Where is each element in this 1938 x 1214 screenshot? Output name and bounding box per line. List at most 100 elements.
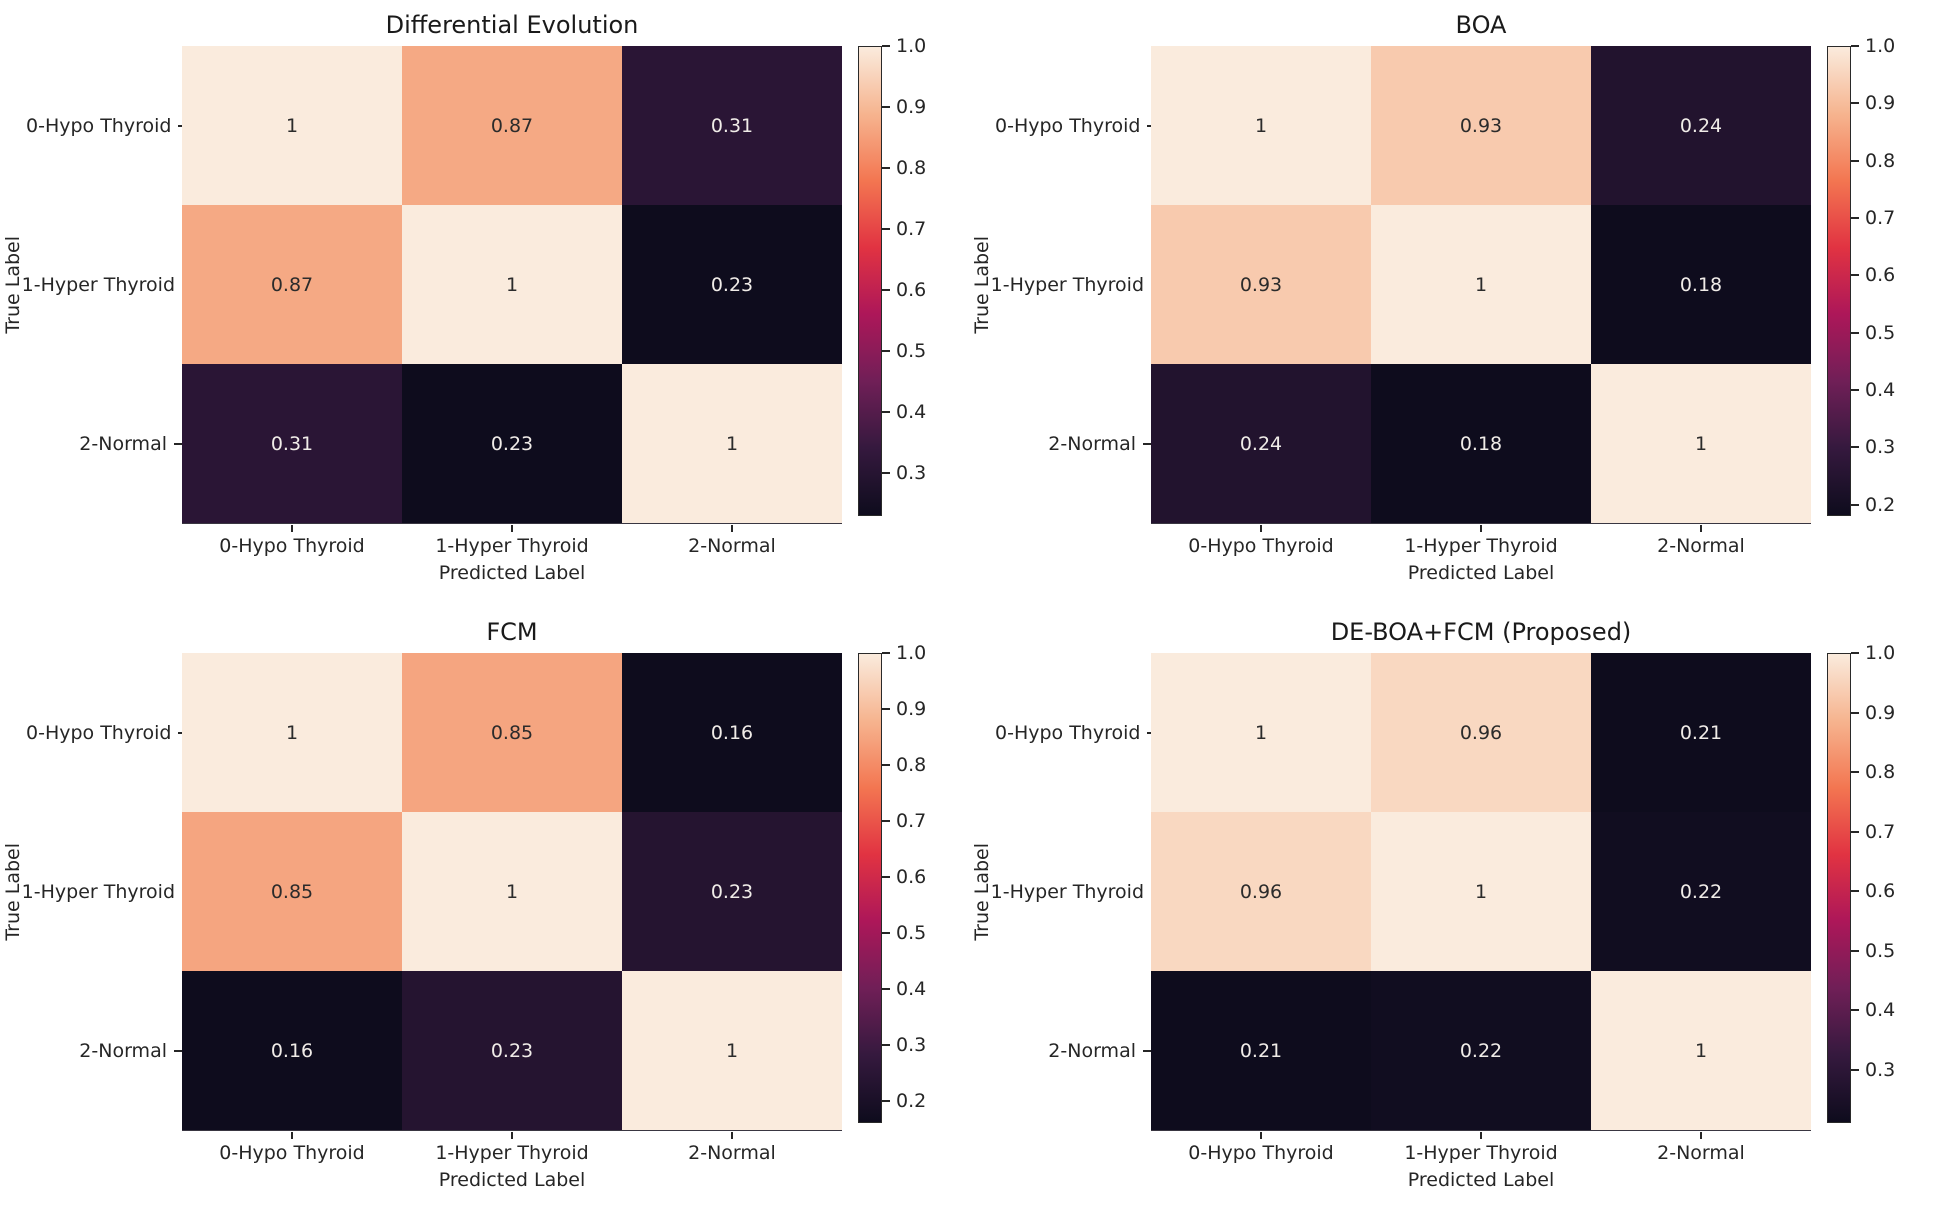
heatmap-cell: 1	[1591, 971, 1811, 1130]
colorbar-tick-mark	[1851, 771, 1859, 773]
y-tick-mark	[1147, 124, 1151, 127]
y-tick-labels: 0-Hypo Thyroid 1-Hyper Thyroid 2-Normal	[22, 653, 182, 1131]
y-tick-labels: 0-Hypo Thyroid 1-Hyper Thyroid 2-Normal	[991, 653, 1151, 1131]
heatmap-cell: 0.93	[1151, 205, 1371, 364]
colorbar-tick-label: 0.8	[1865, 149, 1896, 172]
colorbar-tick: 0.5	[1851, 940, 1895, 962]
x-tick-label: 2-Normal	[622, 524, 842, 562]
x-tick-label: 0-Hypo Thyroid	[182, 524, 402, 562]
colorbar-tick: 0.6	[1851, 264, 1895, 286]
colorbar-tick-label: 0.5	[1865, 939, 1896, 962]
y-axis-label-wrap: True Label	[0, 46, 26, 524]
y-tick-label-text: 1-Hyper Thyroid	[21, 880, 175, 903]
colorbar-ticks: 1.0 0.9 0.8 0.7 0.6 0.5 0.4 0.3 0.2	[882, 642, 952, 1123]
y-axis-label: True Label	[971, 843, 993, 941]
colorbar-tick-mark	[1851, 102, 1859, 105]
colorbar-tick-label: 1.0	[1865, 642, 1896, 664]
colorbar-tick: 0.4	[882, 401, 926, 423]
heatmap-cell: 0.16	[622, 653, 842, 812]
colorbar-tick-label: 0.5	[896, 340, 927, 363]
colorbar-tick-mark	[882, 931, 890, 934]
y-tick-label: 2-Normal	[995, 365, 1151, 524]
colorbar-tick-mark	[882, 708, 890, 710]
y-tick-label: 2-Normal	[26, 972, 182, 1131]
colorbar-tick-label: 0.9	[896, 698, 927, 720]
heatmap-grid: 1 0.96 0.21 0.96 1 0.22 0.21 0.22 1	[1151, 653, 1811, 1131]
colorbar-tick: 0.8	[1851, 761, 1895, 783]
x-tick-mark	[1480, 525, 1482, 532]
x-tick-label: 0-Hypo Thyroid	[182, 1131, 402, 1169]
colorbar-tick-label: 0.6	[1865, 880, 1896, 902]
colorbar-tick: 0.8	[882, 754, 926, 776]
heatmap-grid: 1 0.85 0.16 0.85 1 0.23 0.16 0.23 1	[182, 653, 842, 1131]
x-tick-mark	[1480, 1132, 1482, 1139]
heatmap-cell: 1	[622, 971, 842, 1130]
y-tick-mark	[1147, 731, 1151, 734]
colorbar-tick-mark	[1851, 830, 1859, 833]
colorbar-tick-mark	[1851, 711, 1859, 714]
heatmap-cell: 1	[1591, 364, 1811, 523]
x-tick-label: 1-Hyper Thyroid	[402, 1131, 622, 1169]
x-tick-label-text: 1-Hyper Thyroid	[435, 1142, 589, 1164]
colorbar-tick-mark	[882, 1099, 890, 1102]
colorbar-tick-mark	[1851, 274, 1859, 277]
x-tick-mark	[1700, 525, 1702, 532]
colorbar-tick-label: 0.3	[896, 1033, 927, 1056]
colorbar-tick-mark	[882, 819, 890, 822]
colorbar-tick-mark	[1851, 217, 1859, 219]
y-tick-label-text: 2-Normal	[1048, 433, 1136, 456]
colorbar-tick-mark	[1851, 949, 1859, 952]
colorbar-tick: 0.5	[882, 922, 926, 944]
colorbar-tick-mark	[1851, 652, 1859, 654]
colorbar-tick-label: 0.6	[1865, 264, 1896, 287]
colorbar-tick-mark	[882, 411, 890, 414]
colorbar-tick-label: 0.4	[1865, 378, 1896, 401]
heatmap-cell: 0.96	[1151, 812, 1371, 971]
colorbar-tick: 0.2	[1851, 494, 1895, 516]
colorbar-tick: 0.3	[1851, 436, 1895, 458]
y-tick-mark	[1143, 443, 1151, 446]
colorbar-tick-label: 0.3	[896, 462, 927, 485]
colorbar-tick-label: 0.4	[896, 977, 927, 1000]
x-tick-labels: 0-Hypo Thyroid 1-Hyper Thyroid 2-Normal	[182, 1131, 842, 1169]
colorbar-tick-label: 0.4	[896, 401, 927, 424]
y-axis-label-wrap: True Label	[0, 653, 26, 1131]
x-axis-label: Predicted Label	[438, 562, 586, 584]
colorbar-tick-label: 1.0	[1865, 35, 1896, 57]
y-tick-label: 0-Hypo Thyroid	[995, 653, 1151, 812]
heatmap-cell: 0.96	[1371, 653, 1591, 812]
y-tick-label-text: 1-Hyper Thyroid	[990, 273, 1144, 296]
heatmap-cell: 0.87	[402, 46, 622, 205]
colorbar-tick-label: 0.5	[1865, 321, 1896, 344]
y-tick-label: 0-Hypo Thyroid	[26, 653, 182, 812]
y-axis-label: True Label	[2, 236, 24, 334]
y-tick-label: 0-Hypo Thyroid	[995, 46, 1151, 205]
colorbar-tick: 0.3	[882, 462, 926, 484]
panel-boa: BOA True Label 0-Hypo Thyroid 1-Hyper Thy…	[969, 0, 1938, 607]
x-tick-mark	[1260, 525, 1262, 532]
x-tick-labels: 0-Hypo Thyroid 1-Hyper Thyroid 2-Normal	[182, 524, 842, 562]
heatmap-cell: 1	[1151, 46, 1371, 205]
heatmap-cell: 0.85	[182, 812, 402, 971]
y-tick-labels: 0-Hypo Thyroid 1-Hyper Thyroid 2-Normal	[991, 46, 1151, 524]
y-tick-label-text: 2-Normal	[79, 1040, 167, 1063]
colorbar-tick-mark	[1851, 1009, 1859, 1011]
colorbar-tick: 0.6	[882, 279, 926, 301]
colorbar-tick-mark	[1851, 45, 1859, 47]
colorbar-tick: 0.3	[1851, 1059, 1895, 1081]
y-axis-label: True Label	[2, 843, 24, 941]
colorbar-tick-mark	[882, 1043, 890, 1046]
colorbar	[858, 46, 882, 516]
colorbar-tick: 0.9	[882, 698, 926, 720]
colorbar-tick-label: 0.8	[896, 157, 927, 180]
colorbar-tick-mark	[1851, 1068, 1859, 1071]
heatmap-cell: 0.31	[622, 46, 842, 205]
x-tick-label-text: 1-Hyper Thyroid	[1404, 535, 1558, 557]
y-tick-label-text: 0-Hypo Thyroid	[26, 721, 172, 744]
colorbar-tick-label: 0.8	[1865, 761, 1896, 783]
x-tick-mark	[291, 525, 293, 532]
colorbar-tick-mark	[1851, 503, 1859, 506]
colorbar-tick: 0.5	[1851, 322, 1895, 344]
x-tick-labels: 0-Hypo Thyroid 1-Hyper Thyroid 2-Normal	[1151, 524, 1811, 562]
chart-title: Differential Evolution	[385, 11, 639, 39]
